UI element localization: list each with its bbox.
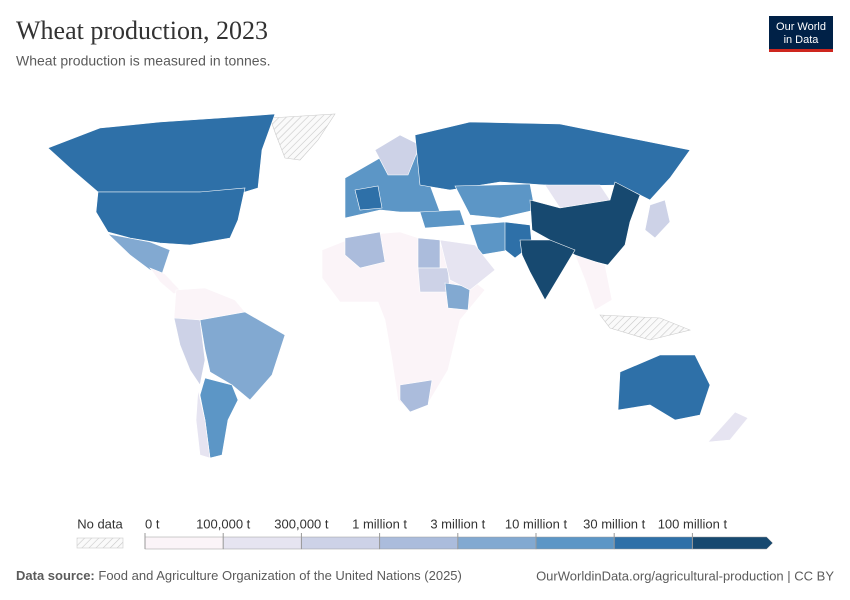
france (354, 185, 383, 211)
logo-box (769, 16, 833, 50)
central-america (149, 267, 181, 295)
russia (414, 121, 691, 201)
new-zealand (707, 411, 749, 443)
legend-swatch (535, 536, 615, 550)
legend: No data 0 t 100,000 t 300,000 t 1 million t… (76, 516, 773, 550)
logo-text: Our World (776, 21, 826, 33)
egypt (417, 237, 441, 269)
legend-no-data-label: No data (77, 516, 123, 531)
legend-label: 300,000 t (274, 516, 329, 531)
andes (173, 317, 206, 386)
japan (644, 199, 671, 239)
southeast-asia (574, 254, 613, 311)
logo-bar (769, 49, 833, 52)
title: Wheat production, 2023 (16, 16, 268, 45)
legend-swatch (222, 536, 302, 550)
scandinavia (374, 134, 421, 176)
legend-label: 1 million t (352, 516, 407, 531)
map (47, 113, 749, 459)
canada (47, 113, 276, 196)
logo-text: in Data (784, 34, 820, 46)
legend-swatch (301, 536, 380, 550)
subtitle: Wheat production is measured in tonnes. (16, 53, 270, 69)
legend-label: 0 t (145, 516, 160, 531)
legend-no-data-swatch (76, 537, 124, 549)
sudan (417, 267, 451, 293)
chile (195, 389, 211, 459)
legend-swatch (613, 536, 693, 550)
greenland (269, 113, 336, 161)
brazil (199, 311, 286, 401)
legend-label: 100 million t (658, 516, 728, 531)
legend-swatch (379, 536, 459, 550)
south-africa (399, 379, 433, 413)
australia (617, 354, 711, 421)
legend-label: 30 million t (583, 516, 646, 531)
legend-label: 100,000 t (196, 516, 251, 531)
arabia (439, 239, 496, 291)
logo: Our World in Data (769, 16, 833, 52)
legend-swatch (457, 536, 537, 550)
source-label: Data source: (16, 568, 95, 583)
source-text: Food and Agriculture Organization of the… (98, 568, 462, 583)
source: Data source: Food and Agriculture Organi… (16, 568, 462, 583)
usa (95, 187, 246, 246)
legend-label: 3 million t (430, 516, 485, 531)
indonesia (599, 314, 691, 341)
legend-swatch (144, 536, 224, 550)
footer-url: OurWorldinData.org/agricultural-producti… (536, 568, 834, 583)
india (519, 239, 576, 301)
argentina (199, 377, 239, 459)
kazakhstan (454, 183, 536, 219)
legend-label: 10 million t (505, 516, 568, 531)
north-africa (344, 231, 386, 269)
turkey (419, 209, 466, 229)
legend-swatch (692, 536, 773, 550)
